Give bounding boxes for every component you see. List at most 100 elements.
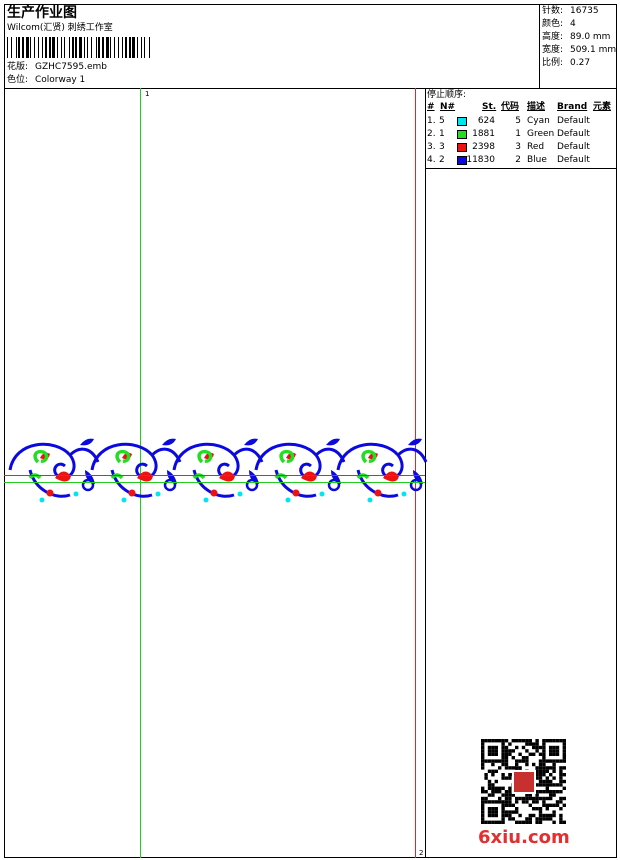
- qr-cell: [552, 745, 556, 750]
- qr-cell: [481, 739, 485, 743]
- bar-stripe: [7, 37, 8, 58]
- qr-cell: [481, 756, 485, 760]
- qr-cell: [487, 820, 492, 824]
- stat-label: 宽度:: [542, 45, 564, 55]
- bar-stripe: [61, 37, 62, 58]
- qr-cell: [552, 769, 556, 773]
- marker: 2: [419, 849, 424, 857]
- qr-cell: [484, 796, 488, 801]
- stat-value: 0.27: [570, 58, 591, 68]
- qr-cell: [559, 820, 563, 824]
- qr-cell: [525, 817, 529, 821]
- qr-cell: [528, 793, 532, 797]
- qr-cell: [535, 800, 539, 804]
- qr-cell: [549, 793, 553, 797]
- bar-stripe: [30, 37, 31, 58]
- bar-stripe: [64, 37, 65, 58]
- embroidery: [8, 438, 428, 503]
- qr-cell: [538, 790, 543, 794]
- code: 3: [515, 142, 521, 152]
- stat-label: 针数:: [542, 6, 564, 16]
- qr-cell: [487, 739, 492, 743]
- needle: 5: [439, 116, 445, 126]
- qr-cell: [484, 800, 488, 804]
- qr-cell: [511, 749, 515, 753]
- qr-cell: [528, 820, 532, 824]
- bar-stripe: [57, 37, 58, 58]
- qr-cell: [491, 759, 495, 763]
- qr-cell: [481, 817, 485, 821]
- qr-cell: [511, 803, 515, 807]
- bar-stripe: [132, 37, 135, 58]
- qr-cell: [532, 762, 536, 767]
- qr-cell: [487, 769, 492, 773]
- qr-cell: [501, 739, 505, 743]
- qr-cell: [538, 796, 543, 801]
- qr-cell: [508, 742, 512, 746]
- qr-cell: [532, 745, 536, 750]
- qr-cell: [521, 745, 526, 750]
- qr-cell: [501, 786, 505, 790]
- qr-cell: [549, 796, 553, 801]
- qr-cell: [481, 749, 485, 753]
- qr-cell: [559, 783, 563, 787]
- section-title: 停止顺序:: [427, 90, 467, 100]
- code: 2: [515, 155, 521, 165]
- qr-cell: [528, 817, 532, 821]
- red-petal: [122, 452, 153, 482]
- qr-cell: [538, 773, 543, 777]
- qr-cell: [498, 800, 502, 804]
- qr-cell: [481, 796, 485, 801]
- qr-cell: [542, 769, 546, 773]
- qr-cell: [484, 776, 488, 780]
- cyan-dot: [121, 497, 127, 503]
- qr-cell: [535, 790, 539, 794]
- qr-cell: [525, 742, 529, 746]
- qr-cell: [525, 759, 529, 763]
- qr-cell: [487, 800, 492, 804]
- qr-cell: [542, 796, 546, 801]
- qr-cell: [508, 776, 512, 780]
- qr-cell: [501, 803, 505, 807]
- color-swatch: [457, 117, 467, 126]
- qr-cell: [562, 786, 566, 790]
- qr-cell: [501, 817, 505, 821]
- qr-cell: [552, 749, 556, 753]
- qr-cell: [515, 820, 519, 824]
- qr-cell: [491, 783, 495, 787]
- bar-stripe: [87, 37, 88, 58]
- qr-cell: [525, 820, 529, 824]
- qr-cell: [545, 796, 549, 801]
- qr-cell: [535, 776, 539, 780]
- qr-cell: [555, 759, 560, 763]
- brand: Default: [557, 155, 590, 165]
- qr-cell: [562, 756, 566, 760]
- design-file: GZHC7595.emb: [35, 62, 107, 72]
- qr-cell: [501, 745, 505, 750]
- cyan-dot: [319, 491, 325, 497]
- qr-cell: [549, 773, 553, 777]
- stat-value: 16735: [570, 6, 599, 16]
- bar-stripe: [45, 37, 47, 58]
- bar-stripe: [102, 37, 104, 58]
- qr-cell: [542, 749, 546, 753]
- qr-cell: [538, 769, 543, 773]
- qr-cell: [535, 807, 539, 811]
- stat-value: 4: [570, 19, 576, 29]
- cyan-dot: [237, 491, 243, 497]
- qr-cell: [542, 783, 546, 787]
- qr-cell: [487, 813, 492, 818]
- qr-cell: [525, 762, 529, 767]
- qr-cell: [501, 773, 505, 777]
- bar-stripe: [22, 37, 24, 58]
- qr-cell: [515, 766, 519, 770]
- qr-cell: [542, 773, 546, 777]
- qr-cell: [545, 817, 549, 821]
- qr-cell: [532, 807, 536, 811]
- red-petal: [286, 452, 317, 482]
- brand: Default: [557, 142, 590, 152]
- qr-cell: [552, 790, 556, 794]
- qr-cell: [484, 759, 488, 763]
- qr-cell: [555, 800, 560, 804]
- qr-cell: [504, 739, 509, 743]
